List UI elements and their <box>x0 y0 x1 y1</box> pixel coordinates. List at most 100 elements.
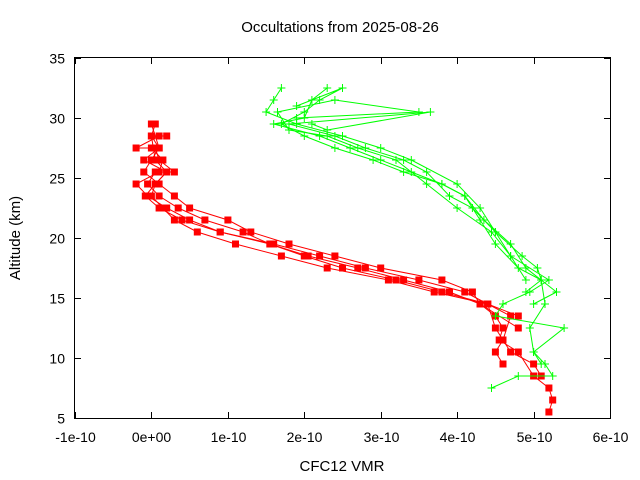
data-point <box>300 114 309 122</box>
data-point <box>491 228 500 236</box>
data-point <box>270 240 278 248</box>
data-point <box>151 120 159 128</box>
data-point <box>186 216 194 224</box>
data-point <box>304 252 312 260</box>
data-point <box>178 216 186 224</box>
data-point <box>323 126 332 134</box>
data-point <box>159 204 167 212</box>
data-point <box>330 132 339 140</box>
data-point <box>491 324 499 332</box>
data-point <box>147 132 155 140</box>
data-point <box>147 120 155 128</box>
data-point <box>530 360 538 368</box>
data-point <box>361 144 370 152</box>
data-point <box>384 276 392 284</box>
y-axis-label: Altitude (km) <box>7 196 24 280</box>
data-point <box>346 144 355 152</box>
data-point <box>151 144 159 152</box>
data-point <box>315 132 324 140</box>
data-point <box>277 252 285 260</box>
data-point <box>170 216 178 224</box>
data-point <box>521 276 530 284</box>
data-point <box>376 144 385 152</box>
data-point <box>529 348 538 356</box>
data-point <box>507 312 515 320</box>
data-point <box>453 204 462 212</box>
data-point <box>537 360 546 368</box>
data-point <box>552 288 561 296</box>
data-point <box>159 156 167 164</box>
data-point <box>277 120 286 128</box>
data-point <box>193 228 201 236</box>
data-point <box>155 132 163 140</box>
y-tick-label: 5 <box>57 411 65 427</box>
data-point <box>155 156 163 164</box>
data-point <box>476 204 485 212</box>
data-point <box>141 192 149 200</box>
data-point <box>216 228 224 236</box>
data-point <box>269 120 278 128</box>
series-layer <box>132 84 569 416</box>
data-point <box>292 114 301 122</box>
data-point <box>163 132 171 140</box>
data-point <box>491 240 500 248</box>
data-point <box>400 276 408 284</box>
data-point <box>499 300 507 308</box>
data-point <box>331 252 339 260</box>
data-point <box>144 180 152 188</box>
data-point <box>533 264 542 272</box>
series-line <box>280 87 558 305</box>
data-point <box>140 168 148 176</box>
data-point <box>548 372 557 380</box>
series-3 <box>147 120 515 368</box>
data-point <box>155 192 163 200</box>
series-6 <box>262 84 557 392</box>
data-point <box>269 96 278 104</box>
data-point <box>316 252 324 260</box>
x-tick-label: 0e+00 <box>132 429 172 445</box>
y-tick-label: 25 <box>49 171 65 187</box>
data-point <box>514 324 522 332</box>
data-point <box>541 300 549 308</box>
data-point <box>507 348 515 356</box>
series-1 <box>140 132 557 416</box>
data-point <box>330 96 339 104</box>
data-point <box>461 288 469 296</box>
data-point <box>307 120 316 128</box>
data-point <box>224 216 232 224</box>
data-point <box>446 288 453 296</box>
data-point <box>186 204 194 212</box>
data-point <box>170 168 178 176</box>
data-point <box>307 96 316 104</box>
data-point <box>376 156 385 164</box>
series-line <box>150 123 512 365</box>
data-point <box>468 204 477 212</box>
data-point <box>323 264 331 272</box>
data-point <box>499 324 507 332</box>
plot-frame <box>74 57 611 419</box>
data-point <box>476 216 485 224</box>
data-point <box>506 252 515 260</box>
data-point <box>163 204 171 212</box>
data-point <box>514 312 522 320</box>
data-point <box>468 288 476 296</box>
chart-title: Occultations from 2025-08-26 <box>241 19 439 36</box>
data-point <box>484 300 492 308</box>
data-point <box>521 288 530 296</box>
data-point <box>487 384 496 392</box>
data-point <box>392 276 400 284</box>
series-2 <box>132 144 545 380</box>
data-point <box>438 288 446 296</box>
data-point <box>147 192 155 200</box>
data-point <box>491 348 499 356</box>
data-point <box>499 336 507 344</box>
data-point <box>549 396 557 404</box>
x-tick-label: -1e-10 <box>55 429 96 445</box>
data-point <box>140 156 148 164</box>
data-point <box>377 264 385 272</box>
data-point <box>266 240 274 248</box>
data-point <box>514 348 522 356</box>
data-point <box>426 108 435 116</box>
series-5 <box>132 132 522 320</box>
data-point <box>151 156 159 164</box>
